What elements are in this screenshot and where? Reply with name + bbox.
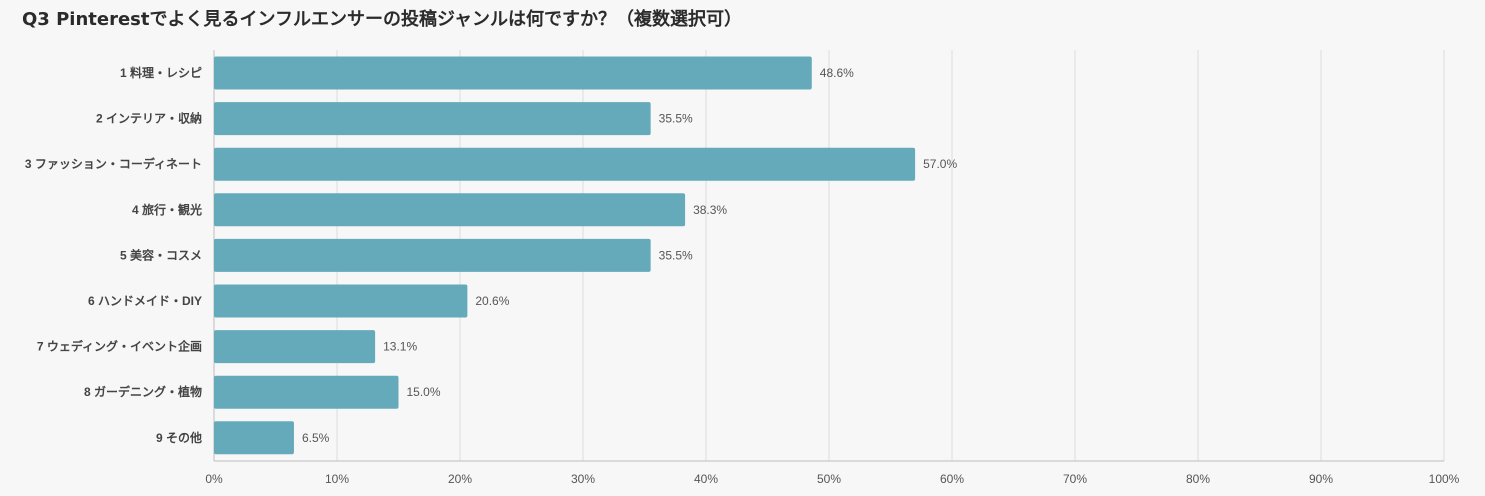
category-label: 6 ハンドメイド・DIY <box>88 294 202 308</box>
category-label: 4 旅行・観光 <box>132 202 202 217</box>
x-tick-label: 60% <box>940 472 964 486</box>
bar <box>214 193 686 227</box>
value-label: 57.0% <box>923 157 957 171</box>
value-label: 48.6% <box>820 66 854 80</box>
x-tick-label: 100% <box>1429 472 1460 486</box>
chart-title: Q3 Pinterestでよく見るインフルエンサーの投稿ジャンルは何ですか？（複… <box>22 9 743 30</box>
x-tick-label: 80% <box>1186 472 1210 486</box>
bar <box>214 147 916 181</box>
value-label: 13.1% <box>383 340 417 354</box>
bar <box>214 102 651 136</box>
x-tick-label: 0% <box>205 472 223 486</box>
x-tick-label: 40% <box>694 472 718 486</box>
bars <box>214 56 916 455</box>
value-label: 15.0% <box>407 385 441 399</box>
value-label: 6.5% <box>302 431 330 445</box>
x-tick-label: 70% <box>1063 472 1087 486</box>
category-label: 3 ファッション・コーディネート <box>25 156 202 171</box>
category-label: 8 ガーデニング・植物 <box>84 384 202 399</box>
x-tick-label: 10% <box>325 472 349 486</box>
x-tick-label: 90% <box>1309 472 1333 486</box>
x-tick-label: 20% <box>448 472 472 486</box>
value-label: 35.5% <box>659 248 693 262</box>
category-label: 1 料理・レシピ <box>120 65 202 80</box>
bar <box>214 56 812 90</box>
category-label: 5 美容・コスメ <box>120 247 202 262</box>
x-tick-label: 50% <box>817 472 841 486</box>
bar <box>214 330 376 364</box>
bar <box>214 375 399 409</box>
value-label: 38.3% <box>693 203 727 217</box>
category-label: 7 ウェディング・イベント企画 <box>37 339 202 354</box>
bar <box>214 421 294 455</box>
x-tick-label: 30% <box>571 472 595 486</box>
value-label: 20.6% <box>475 294 509 308</box>
bar <box>214 284 468 318</box>
value-label: 35.5% <box>659 112 693 126</box>
bar <box>214 238 651 272</box>
labels: 0% 10% 20% 30% 40% 50% 60% 70% 80% 90% 100% 1 料理・レシ… <box>25 65 1460 486</box>
category-label: 2 インテリア・収納 <box>96 111 202 126</box>
category-label: 9 その他 <box>156 430 202 445</box>
